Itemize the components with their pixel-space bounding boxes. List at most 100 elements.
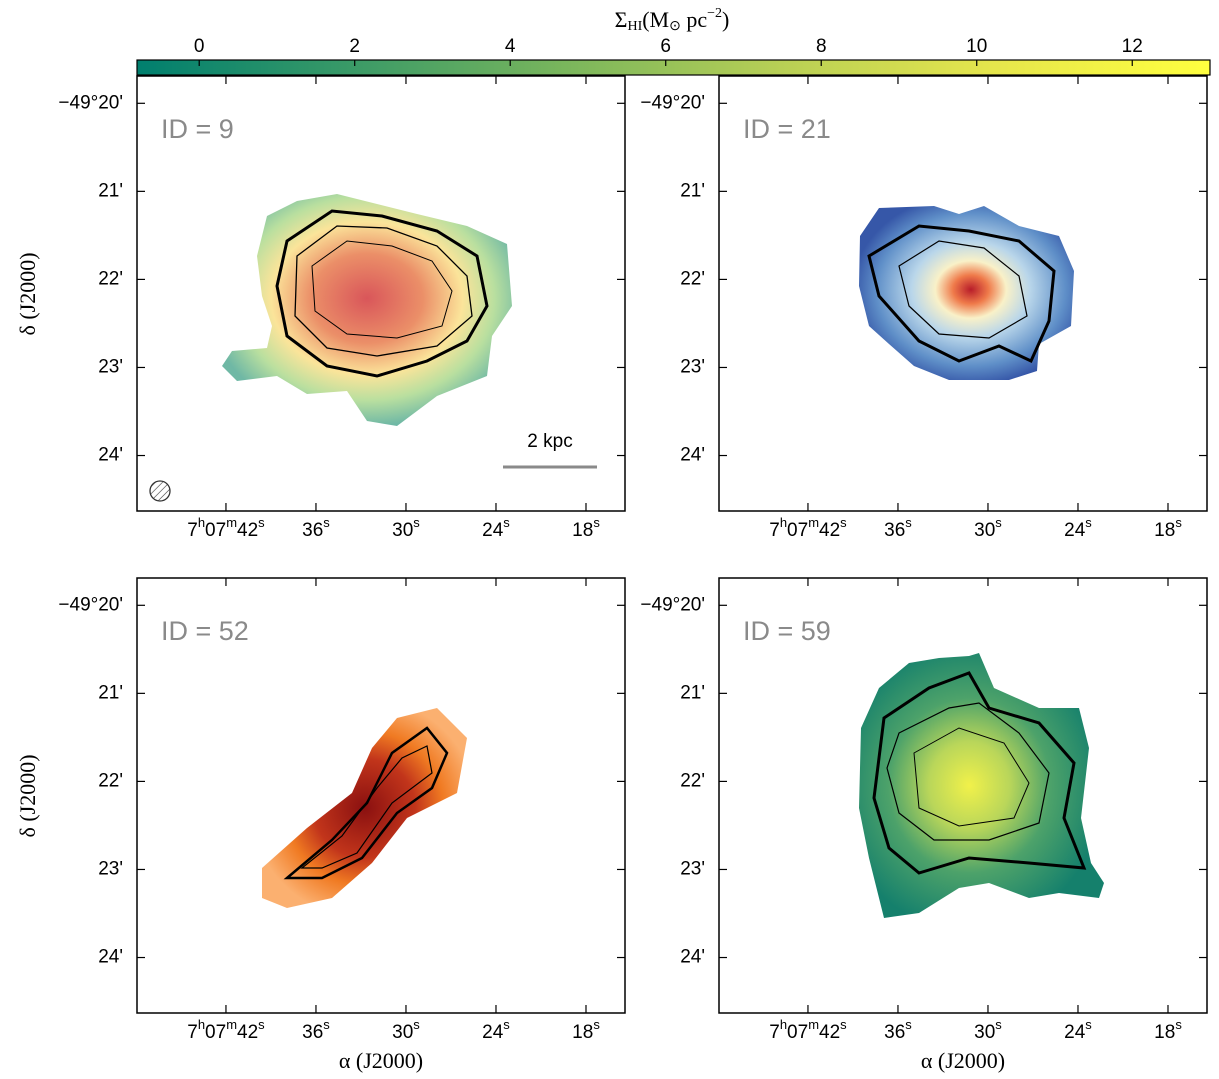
y-tick-label: 21' [680,682,705,703]
x-tick-label-part: s [1175,515,1182,530]
x-tick-label: 7h07m42s [187,1017,265,1043]
x-tick-label-part: 36 [302,1022,323,1043]
x-tick-label-part: m [808,515,819,530]
x-tick-label-part: s [593,515,600,530]
x-tick-label: 7h07m42s [187,515,265,541]
panel-frame [136,577,626,1014]
colorbar-tick-label: 6 [660,36,671,57]
y-tick-label: 23' [98,858,123,879]
colorbar-tick-label: 2 [349,36,360,57]
label-part: pc [681,7,708,32]
map-image [149,194,597,502]
x-tick-label-part: s [413,1017,420,1032]
x-tick-label-part: 24 [482,520,504,541]
x-tick-label-part: s [1085,1017,1092,1032]
x-tick-label-part: 30 [392,520,413,541]
panel-frame [136,75,626,512]
x-tick-label: 18s [1154,1017,1182,1043]
x-tick-label: 30s [974,1017,1002,1043]
x-tick-label-part: h [198,1017,205,1032]
y-tick-label: 21' [98,682,123,703]
panel-frame [718,577,1208,1014]
colorbar-tick-label: 0 [194,36,205,57]
panel-id: ID = 9 [161,114,234,144]
colorbar-tick-label: 8 [816,36,827,57]
x-axis-label: α (J2000) [339,1048,423,1073]
x-tick-label-part: s [258,515,265,530]
y-tick-label: 22' [680,770,705,791]
x-tick-label-part: 07 [205,520,226,541]
map-image [262,708,467,908]
x-tick-label-part: s [323,1017,330,1032]
x-tick-label-part: 18 [572,1022,593,1043]
x-tick-label: 36s [302,1017,330,1043]
x-tick-label-part: 30 [392,1022,413,1043]
x-tick-label-part: 24 [482,1022,504,1043]
y-tick-label: −49°20' [58,594,123,615]
x-tick-label-part: 36 [884,520,905,541]
panel-id: ID = 52 [161,616,249,646]
x-tick-label: 36s [884,1017,912,1043]
x-tick-label-part: m [226,515,237,530]
y-tick-label: 24' [680,445,705,466]
x-tick-label: 30s [974,515,1002,541]
x-tick-label-part: s [503,1017,510,1032]
x-tick-label-part: 18 [572,520,593,541]
colorbar-label: ΣHI(M⊙ pc−2) [615,6,730,34]
colorbar [136,59,1211,76]
label-part: (M [642,7,669,32]
y-tick-label: 23' [98,356,123,377]
y-tick-label: −49°20' [58,92,123,113]
x-tick-label-part: 36 [884,1022,905,1043]
x-tick-label-part: h [780,515,787,530]
x-tick-label: 24s [1064,1017,1092,1043]
x-tick-label-part: s [258,1017,265,1032]
x-tick-label-part: s [1175,1017,1182,1032]
scale-bar-label: 2 kpc [527,431,572,452]
x-tick-label-part: 24 [1064,1022,1086,1043]
x-tick-label-part: 7 [187,1022,198,1043]
x-tick-label: 18s [572,1017,600,1043]
x-tick-label-part: 30 [974,520,995,541]
x-tick-label-part: s [840,1017,847,1032]
y-tick-label: 22' [680,268,705,289]
x-tick-label-part: s [995,515,1002,530]
x-tick-label: 24s [482,515,510,541]
colorbar-tick-label: 12 [1122,36,1143,57]
x-tick-label-part: 24 [1064,520,1086,541]
y-tick-label: 24' [98,445,123,466]
x-tick-label-part: s [905,515,912,530]
y-axis-label: δ (J2000) [15,252,40,335]
x-tick-label-part: 07 [787,520,808,541]
x-tick-label-part: h [198,515,205,530]
x-tick-label-part: 42 [237,1022,258,1043]
label-part: −2 [707,6,722,21]
y-tick-label: 21' [98,180,123,201]
x-tick-label-part: s [905,1017,912,1032]
map-image [859,206,1074,380]
x-tick-label-part: 42 [819,520,840,541]
x-tick-label: 24s [1064,515,1092,541]
x-tick-label-part: s [995,1017,1002,1032]
y-tick-label: −49°20' [640,594,705,615]
label-part: Σ [615,7,628,32]
x-tick-label-part: 07 [205,1022,226,1043]
y-tick-label: 23' [680,356,705,377]
x-tick-label: 7h07m42s [769,1017,847,1043]
y-tick-label: 21' [680,180,705,201]
x-tick-label: 18s [572,515,600,541]
x-tick-label: 30s [392,515,420,541]
colorbar-tick-label: 4 [505,36,516,57]
label-part: ⊙ [669,19,681,34]
x-tick-label-part: 18 [1154,1022,1175,1043]
colorbar-tick-label: 10 [966,36,987,57]
y-tick-label: −49°20' [640,92,705,113]
x-tick-label-part: 36 [302,520,323,541]
x-tick-label-part: 42 [819,1022,840,1043]
x-tick-label: 7h07m42s [769,515,847,541]
x-tick-label-part: s [503,515,510,530]
x-tick-label-part: 7 [187,520,198,541]
x-tick-label: 24s [482,1017,510,1043]
x-tick-label: 36s [884,515,912,541]
